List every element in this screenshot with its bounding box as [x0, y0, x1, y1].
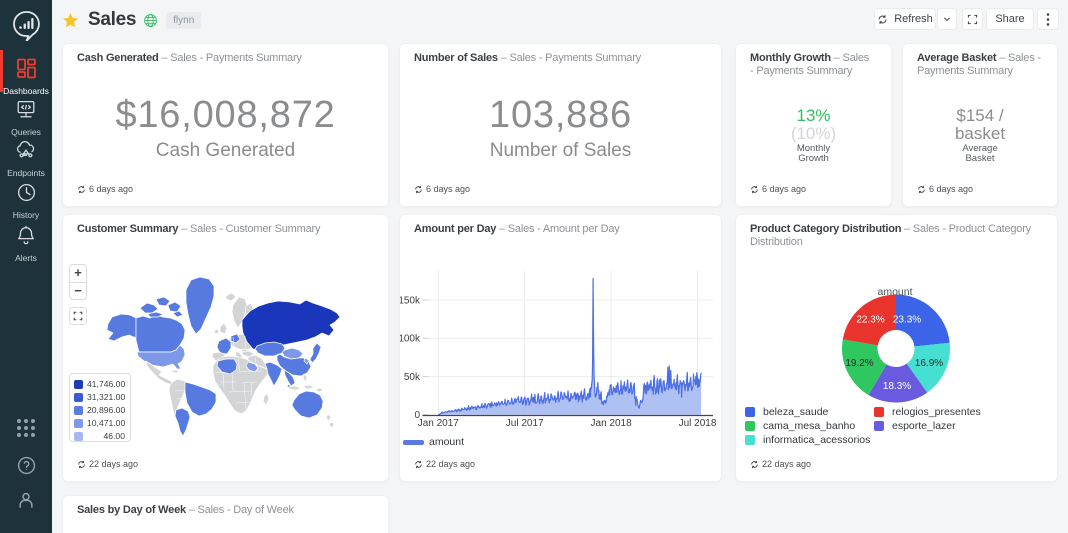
svg-text:100k: 100k — [400, 334, 421, 345]
svg-text:Jan 2017: Jan 2017 — [418, 418, 460, 429]
svg-text:0: 0 — [414, 410, 420, 421]
svg-text:150k: 150k — [400, 295, 421, 306]
svg-text:Jul 2018: Jul 2018 — [679, 418, 717, 429]
svg-text:16.9%: 16.9% — [915, 358, 943, 369]
svg-text:23.3%: 23.3% — [893, 315, 921, 326]
svg-text:19.2%: 19.2% — [845, 358, 873, 369]
svg-text:50k: 50k — [404, 372, 421, 383]
svg-text:amount: amount — [877, 286, 912, 298]
svg-text:18.3%: 18.3% — [883, 381, 911, 392]
svg-text:Jul 2017: Jul 2017 — [506, 418, 544, 429]
svg-text:Jan 2018: Jan 2018 — [591, 418, 633, 429]
svg-text:22.3%: 22.3% — [856, 315, 884, 326]
